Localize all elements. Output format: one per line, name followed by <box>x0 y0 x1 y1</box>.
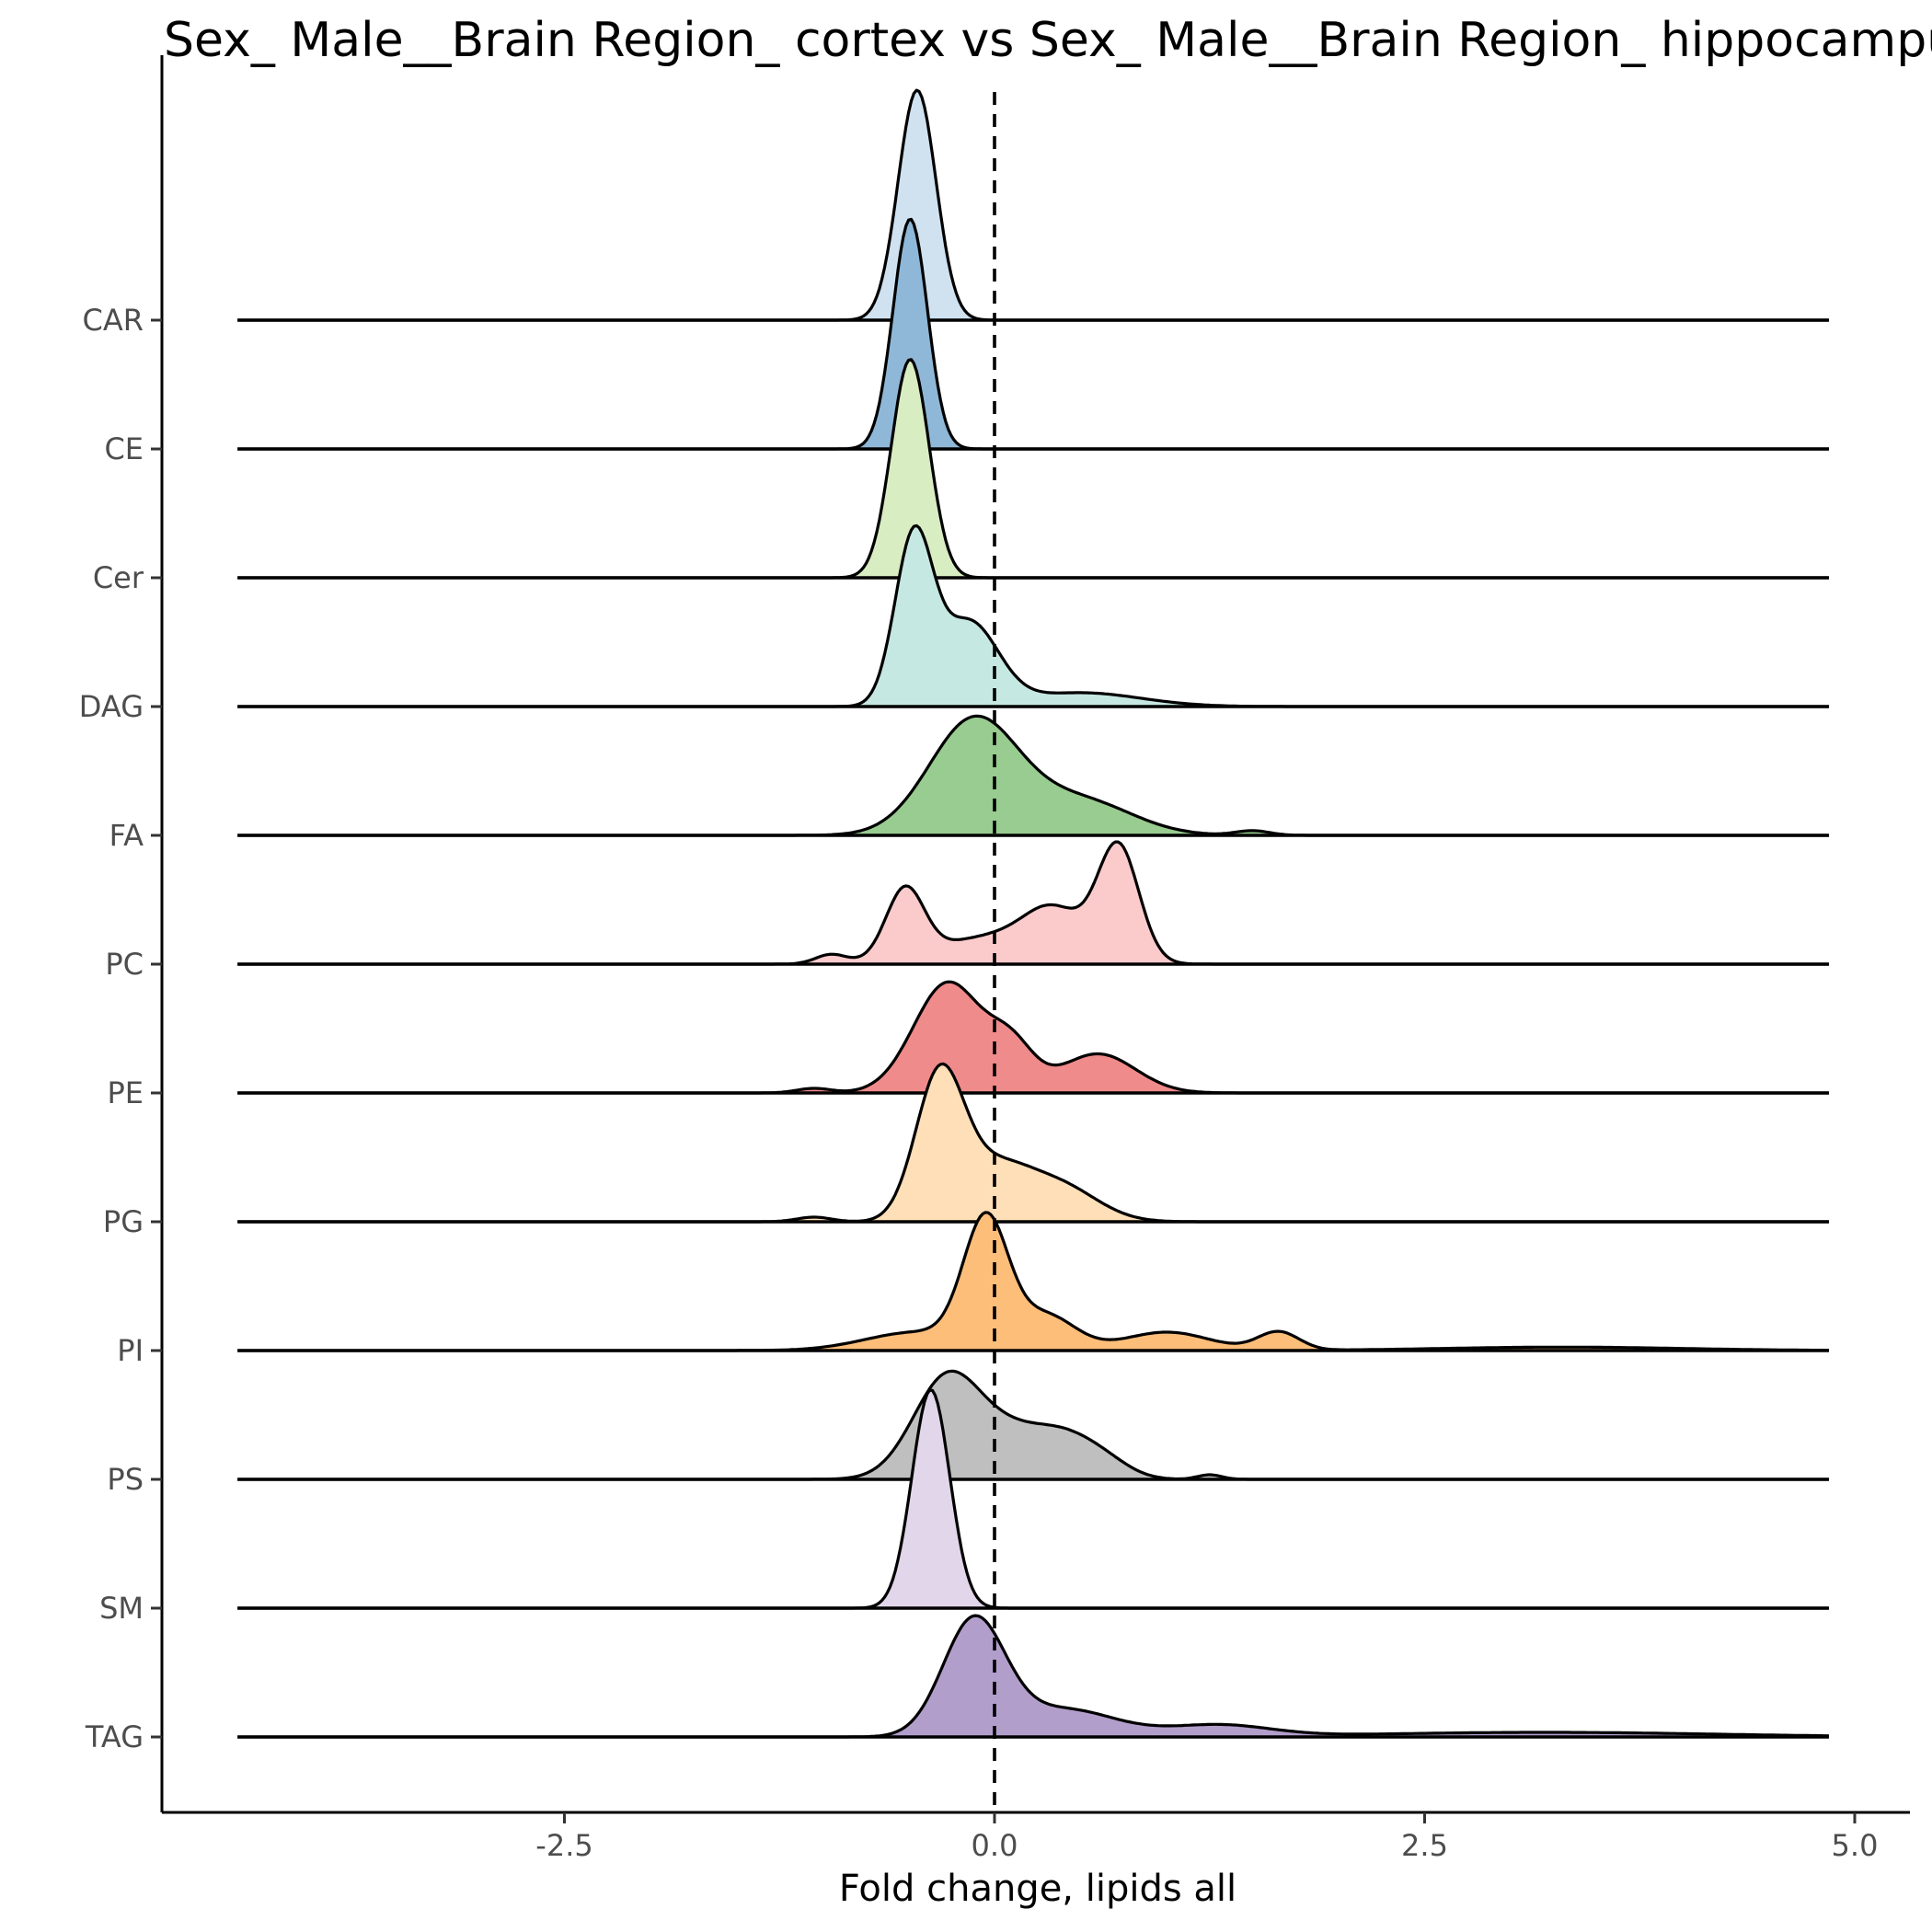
ridge-area-pg <box>237 1064 1829 1222</box>
ridge-pe <box>237 980 1829 1095</box>
ridges-layer <box>237 88 1829 1739</box>
y-tick-label-cer: Cer <box>93 560 144 595</box>
ridge-outline-cer <box>237 358 1829 580</box>
chart-title: Sex_ Male__Brain Region_ cortex vs Sex_ … <box>164 13 1932 68</box>
ridge-car <box>237 88 1829 322</box>
y-tick-label-ps: PS <box>107 1462 144 1497</box>
ridge-area-dag <box>237 525 1829 707</box>
y-tick-label-pc: PC <box>105 947 144 982</box>
ridge-area-tag <box>237 1616 1829 1737</box>
ridge-area-cer <box>237 359 1829 578</box>
ridge-area-car <box>237 90 1829 320</box>
ridge-pg <box>237 1062 1829 1224</box>
y-tick-label-fa: FA <box>109 818 144 853</box>
ridge-area-ps <box>237 1371 1829 1479</box>
y-tick-label-pe: PE <box>107 1075 144 1110</box>
x-tick-label: 0.0 <box>972 1828 1018 1863</box>
ridge-outline-ce <box>237 217 1829 451</box>
x-tick-label: 2.5 <box>1401 1828 1448 1863</box>
y-tick-label-car: CAR <box>83 303 144 338</box>
ridge-cer <box>237 358 1829 580</box>
y-tick-label-ce: CE <box>104 431 144 466</box>
ridge-pi <box>237 1211 1829 1352</box>
ridge-area-pi <box>237 1212 1829 1351</box>
y-tick-label-pg: PG <box>103 1204 144 1239</box>
y-tick-label-tag: TAG <box>85 1719 144 1754</box>
ridge-sm <box>237 1388 1829 1610</box>
ridge-fa <box>237 714 1829 837</box>
ridge-ce <box>237 217 1829 451</box>
ridge-outline-car <box>237 88 1829 322</box>
axes-layer <box>160 55 1910 1814</box>
y-tick-label-dag: DAG <box>79 689 144 724</box>
ridge-area-pc <box>237 842 1829 964</box>
ridge-area-pe <box>237 982 1829 1093</box>
ridge-outline-dag <box>237 523 1829 708</box>
y-tick-label-sm: SM <box>99 1591 144 1626</box>
ridge-tag <box>237 1614 1829 1739</box>
ridge-area-fa <box>237 716 1829 835</box>
x-axis-label: Fold change, lipids all <box>839 1868 1236 1910</box>
ridge-area-ce <box>237 219 1829 449</box>
x-tick-label: 5.0 <box>1832 1828 1879 1863</box>
y-tick-label-pi: PI <box>117 1333 144 1368</box>
ridge-dag <box>237 523 1829 708</box>
ridge-ps <box>237 1369 1829 1481</box>
x-tick-layer: -2.5 0.0 2.5 5.0 <box>535 1812 1878 1863</box>
y-tick-layer: CAR CE Cer DAG FA PC PE PG PI PS SM TAG <box>79 303 162 1754</box>
x-tick-label: -2.5 <box>535 1828 592 1863</box>
ridge-pc <box>237 840 1829 966</box>
